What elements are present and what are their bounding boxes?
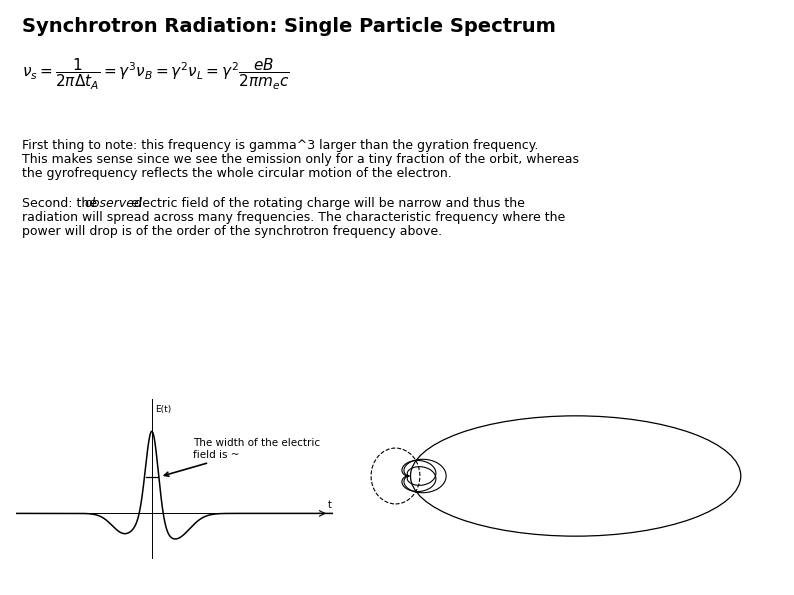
Text: E(t): E(t) <box>155 405 171 414</box>
Text: t: t <box>327 500 331 510</box>
Text: Synchrotron Radiation: Single Particle Spectrum: Synchrotron Radiation: Single Particle S… <box>22 17 556 36</box>
Text: This makes sense since we see the emission only for a tiny fraction of the orbit: This makes sense since we see the emissi… <box>22 153 579 166</box>
Text: the gyrofrequency reflects the whole circular motion of the electron.: the gyrofrequency reflects the whole cir… <box>22 167 452 180</box>
Text: Second: the: Second: the <box>22 197 101 210</box>
Text: First thing to note: this frequency is gamma^3 larger than the gyration frequenc: First thing to note: this frequency is g… <box>22 139 538 152</box>
Text: observed: observed <box>84 197 142 210</box>
Text: The width of the electric
field is ~: The width of the electric field is ~ <box>164 438 320 476</box>
Text: $\nu_s = \dfrac{1}{2\pi\Delta t_A} = \gamma^3\nu_B = \gamma^2\nu_L = \gamma^2\df: $\nu_s = \dfrac{1}{2\pi\Delta t_A} = \ga… <box>22 57 290 92</box>
Text: electric field of the rotating charge will be narrow and thus the: electric field of the rotating charge wi… <box>127 197 525 210</box>
Text: radiation will spread across many frequencies. The characteristic frequency wher: radiation will spread across many freque… <box>22 211 565 224</box>
Text: power will drop is of the order of the synchrotron frequency above.: power will drop is of the order of the s… <box>22 225 442 238</box>
